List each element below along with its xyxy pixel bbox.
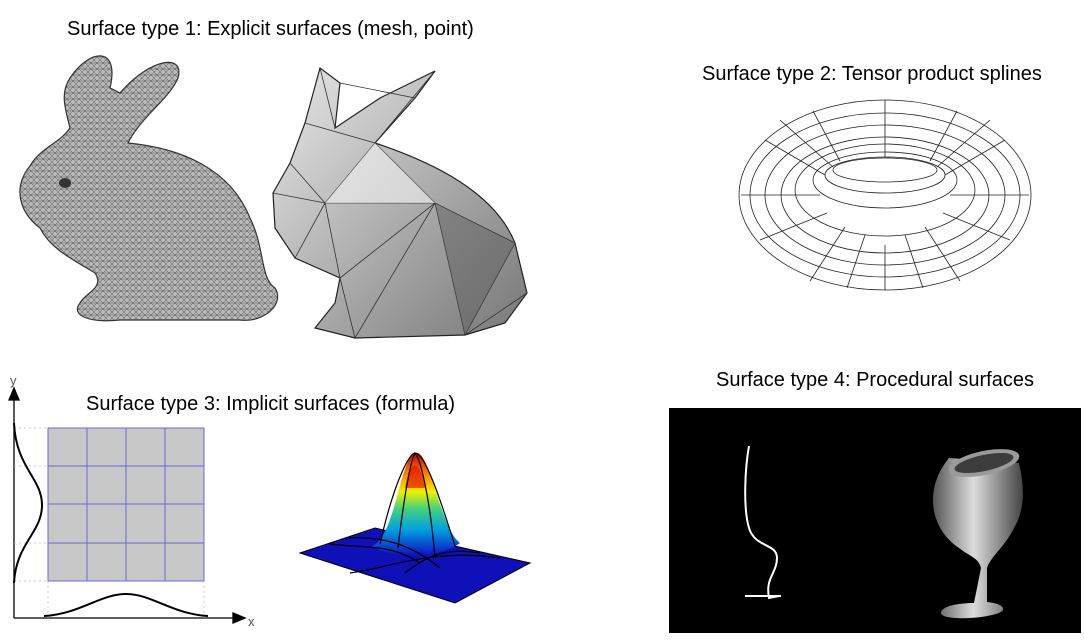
y-gaussian-profile bbox=[13, 422, 44, 584]
explicit-surfaces-panel bbox=[10, 48, 540, 350]
caption-tensor-product-splines: Surface type 2: Tensor product splines bbox=[702, 63, 1042, 85]
gaussian-3d-surface bbox=[298, 452, 532, 604]
profile-curve bbox=[744, 445, 781, 600]
tensor-product-torus-panel bbox=[735, 95, 1035, 295]
axis-x-label: x bbox=[248, 614, 255, 629]
grid-square bbox=[14, 427, 205, 618]
procedural-surfaces-panel bbox=[669, 408, 1081, 633]
torus-wireframe bbox=[738, 99, 1032, 291]
caption-explicit-surfaces: Surface type 1: Explicit surfaces (mesh,… bbox=[67, 18, 474, 40]
caption-procedural-surfaces: Surface type 4: Procedural surfaces bbox=[716, 369, 1034, 391]
caption-implicit-surfaces: Surface type 3: Implicit surfaces (formu… bbox=[86, 393, 456, 415]
axis-y-label: y bbox=[10, 373, 17, 388]
implicit-surfaces-panel: y x bbox=[0, 368, 590, 638]
dense-mesh-bunny bbox=[19, 55, 279, 322]
x-gaussian-profile bbox=[43, 592, 209, 617]
wine-glass bbox=[932, 449, 1023, 619]
coarse-mesh-bunny bbox=[272, 66, 528, 340]
